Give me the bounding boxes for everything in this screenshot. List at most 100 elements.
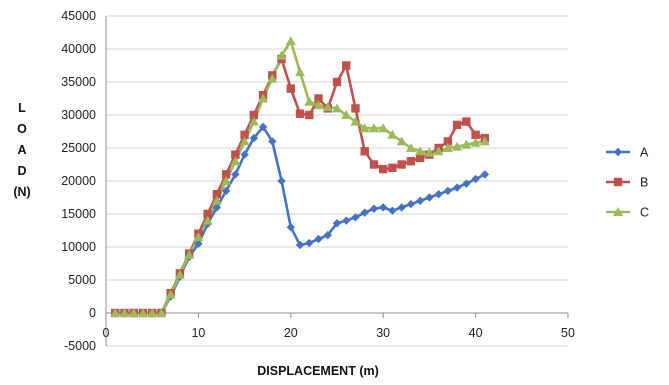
data-point-square: [360, 147, 369, 156]
data-point-square: [314, 94, 323, 103]
data-point-triangle: [613, 207, 623, 216]
data-point-triangle: [230, 156, 241, 166]
data-point-diamond: [379, 203, 388, 212]
data-point-triangle: [405, 143, 416, 152]
x-tick-label: 50: [561, 326, 575, 340]
data-point-triangle: [156, 308, 167, 317]
data-point-diamond: [231, 170, 240, 179]
y-axis-title-line: (N): [13, 185, 30, 199]
data-point-triangle: [110, 308, 121, 317]
data-point-triangle: [378, 123, 389, 133]
y-tick-label: 30000: [61, 108, 96, 122]
data-point-square: [249, 110, 259, 120]
data-point-diamond: [351, 213, 360, 222]
data-point-triangle: [193, 232, 204, 242]
y-axis-title-line: D: [17, 164, 26, 178]
data-point-diamond: [369, 204, 379, 213]
data-point-diamond: [268, 137, 277, 146]
legend: A B C: [606, 146, 649, 220]
x-tick-label: 40: [469, 326, 483, 340]
data-point-square: [452, 120, 462, 130]
legend-label-a: A: [640, 146, 649, 160]
data-point-triangle: [184, 249, 195, 259]
x-tick-label: 20: [284, 326, 298, 340]
data-point-diamond: [342, 216, 351, 225]
data-point-diamond: [613, 147, 623, 157]
data-point-triangle: [295, 67, 306, 77]
data-point-square: [462, 117, 471, 126]
data-point-triangle: [332, 103, 342, 113]
data-point-square: [286, 84, 295, 93]
y-tick-label: 20000: [61, 174, 96, 188]
data-point-square: [240, 130, 249, 139]
data-point-triangle: [174, 269, 185, 279]
data-point-square: [203, 209, 212, 219]
data-point-triangle: [479, 136, 490, 146]
data-point-diamond: [286, 223, 295, 232]
y-tick-label: 10000: [61, 240, 96, 254]
data-point-diamond: [388, 206, 397, 215]
data-point-square: [342, 61, 351, 70]
data-point-diamond: [415, 196, 425, 205]
data-point-diamond: [425, 193, 434, 202]
data-point-diamond: [249, 133, 259, 143]
data-point-triangle: [202, 215, 213, 225]
data-point-triangle: [147, 308, 158, 317]
series-markers: [110, 36, 490, 318]
data-point-diamond: [480, 170, 490, 179]
data-point-triangle: [387, 129, 398, 139]
axes: [105, 16, 569, 346]
data-point-triangle: [341, 110, 352, 119]
data-point-triangle: [433, 146, 444, 156]
legend-label-b: B: [640, 176, 648, 190]
data-point-triangle: [211, 195, 222, 205]
legend-label-c: C: [640, 206, 649, 220]
data-point-triangle: [359, 123, 370, 133]
data-point-diamond: [314, 234, 323, 244]
y-tick-label: 45000: [61, 9, 96, 23]
data-point-diamond: [443, 186, 453, 196]
data-point-diamond: [305, 238, 314, 248]
data-point-triangle: [322, 102, 333, 112]
y-tick-label: 0: [89, 306, 96, 320]
data-point-square: [305, 110, 314, 120]
data-point-diamond: [258, 122, 268, 132]
data-point-square: [443, 137, 453, 146]
data-point-diamond: [240, 150, 249, 159]
y-tick-label: 40000: [61, 42, 96, 56]
data-point-square: [369, 160, 379, 169]
data-point-square: [388, 163, 397, 172]
data-point-square: [212, 190, 222, 199]
data-point-diamond: [397, 203, 406, 212]
data-point-triangle: [119, 308, 130, 317]
data-point-square: [379, 164, 388, 174]
data-point-diamond: [462, 179, 471, 188]
data-point-diamond: [360, 208, 369, 217]
y-tick-label: 25000: [61, 141, 96, 155]
data-point-triangle: [285, 36, 296, 46]
data-point-diamond: [277, 176, 286, 186]
data-point-square: [351, 104, 360, 113]
data-point-square: [231, 150, 240, 159]
data-point-diamond: [452, 183, 462, 192]
x-tick-label: 30: [376, 326, 390, 340]
data-point-square: [613, 177, 623, 187]
data-point-triangle: [396, 136, 407, 146]
data-point-triangle: [165, 289, 176, 299]
data-point-triangle: [368, 123, 379, 133]
data-point-triangle: [415, 146, 426, 156]
axis-labels: -5000 0 5000 10000 15000 20000 25000 30000 35000…: [61, 9, 575, 353]
data-point-triangle: [470, 137, 481, 147]
data-point-square: [397, 160, 406, 169]
y-axis-title-line: O: [17, 122, 27, 136]
gridlines: [106, 15, 568, 347]
data-point-triangle: [239, 136, 250, 146]
data-point-diamond: [323, 230, 332, 240]
data-point-diamond: [332, 219, 342, 228]
data-point-triangle: [267, 73, 278, 83]
x-tick-label: 10: [191, 326, 205, 340]
data-point-triangle: [137, 308, 148, 317]
data-point-triangle: [424, 147, 435, 157]
